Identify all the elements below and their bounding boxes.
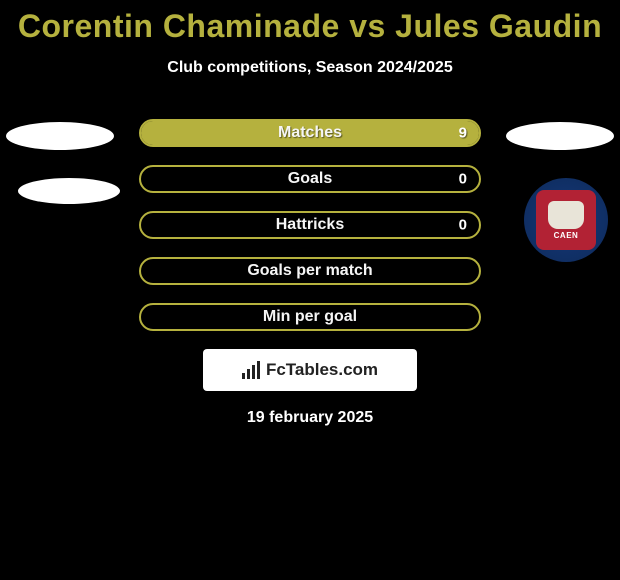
stat-label: Hattricks [276,216,344,234]
player-right-placeholder-icon [506,122,614,150]
crest-viking-face-icon [548,201,584,229]
stat-value-right: 9 [459,125,467,142]
stat-label: Goals per match [247,262,372,280]
stat-value-right: 0 [459,217,467,234]
stat-value-right: 0 [459,171,467,188]
stat-row: Goals 0 [139,165,481,193]
crest-text: CAEN [554,231,579,240]
club-right-crest-icon: CAEN [524,178,608,262]
crest-shield-icon: CAEN [536,190,596,250]
stat-row: Goals per match [139,257,481,285]
stat-label: Goals [288,170,332,188]
brand-box: FcTables.com [203,349,417,391]
stat-label: Matches [278,124,342,142]
stat-label: Min per goal [263,308,357,326]
date-text: 19 february 2025 [0,409,620,427]
player-left-placeholder-icon [6,122,114,150]
stat-row: Min per goal [139,303,481,331]
page-title: Corentin Chaminade vs Jules Gaudin [0,8,620,45]
bar-chart-icon [242,361,260,379]
club-left-placeholder-icon [18,178,120,204]
comparison-card: Corentin Chaminade vs Jules Gaudin Club … [0,0,620,427]
stat-row: Hattricks 0 [139,211,481,239]
stat-row: Matches 9 [139,119,481,147]
brand-text: FcTables.com [266,360,378,380]
page-subtitle: Club competitions, Season 2024/2025 [0,59,620,77]
